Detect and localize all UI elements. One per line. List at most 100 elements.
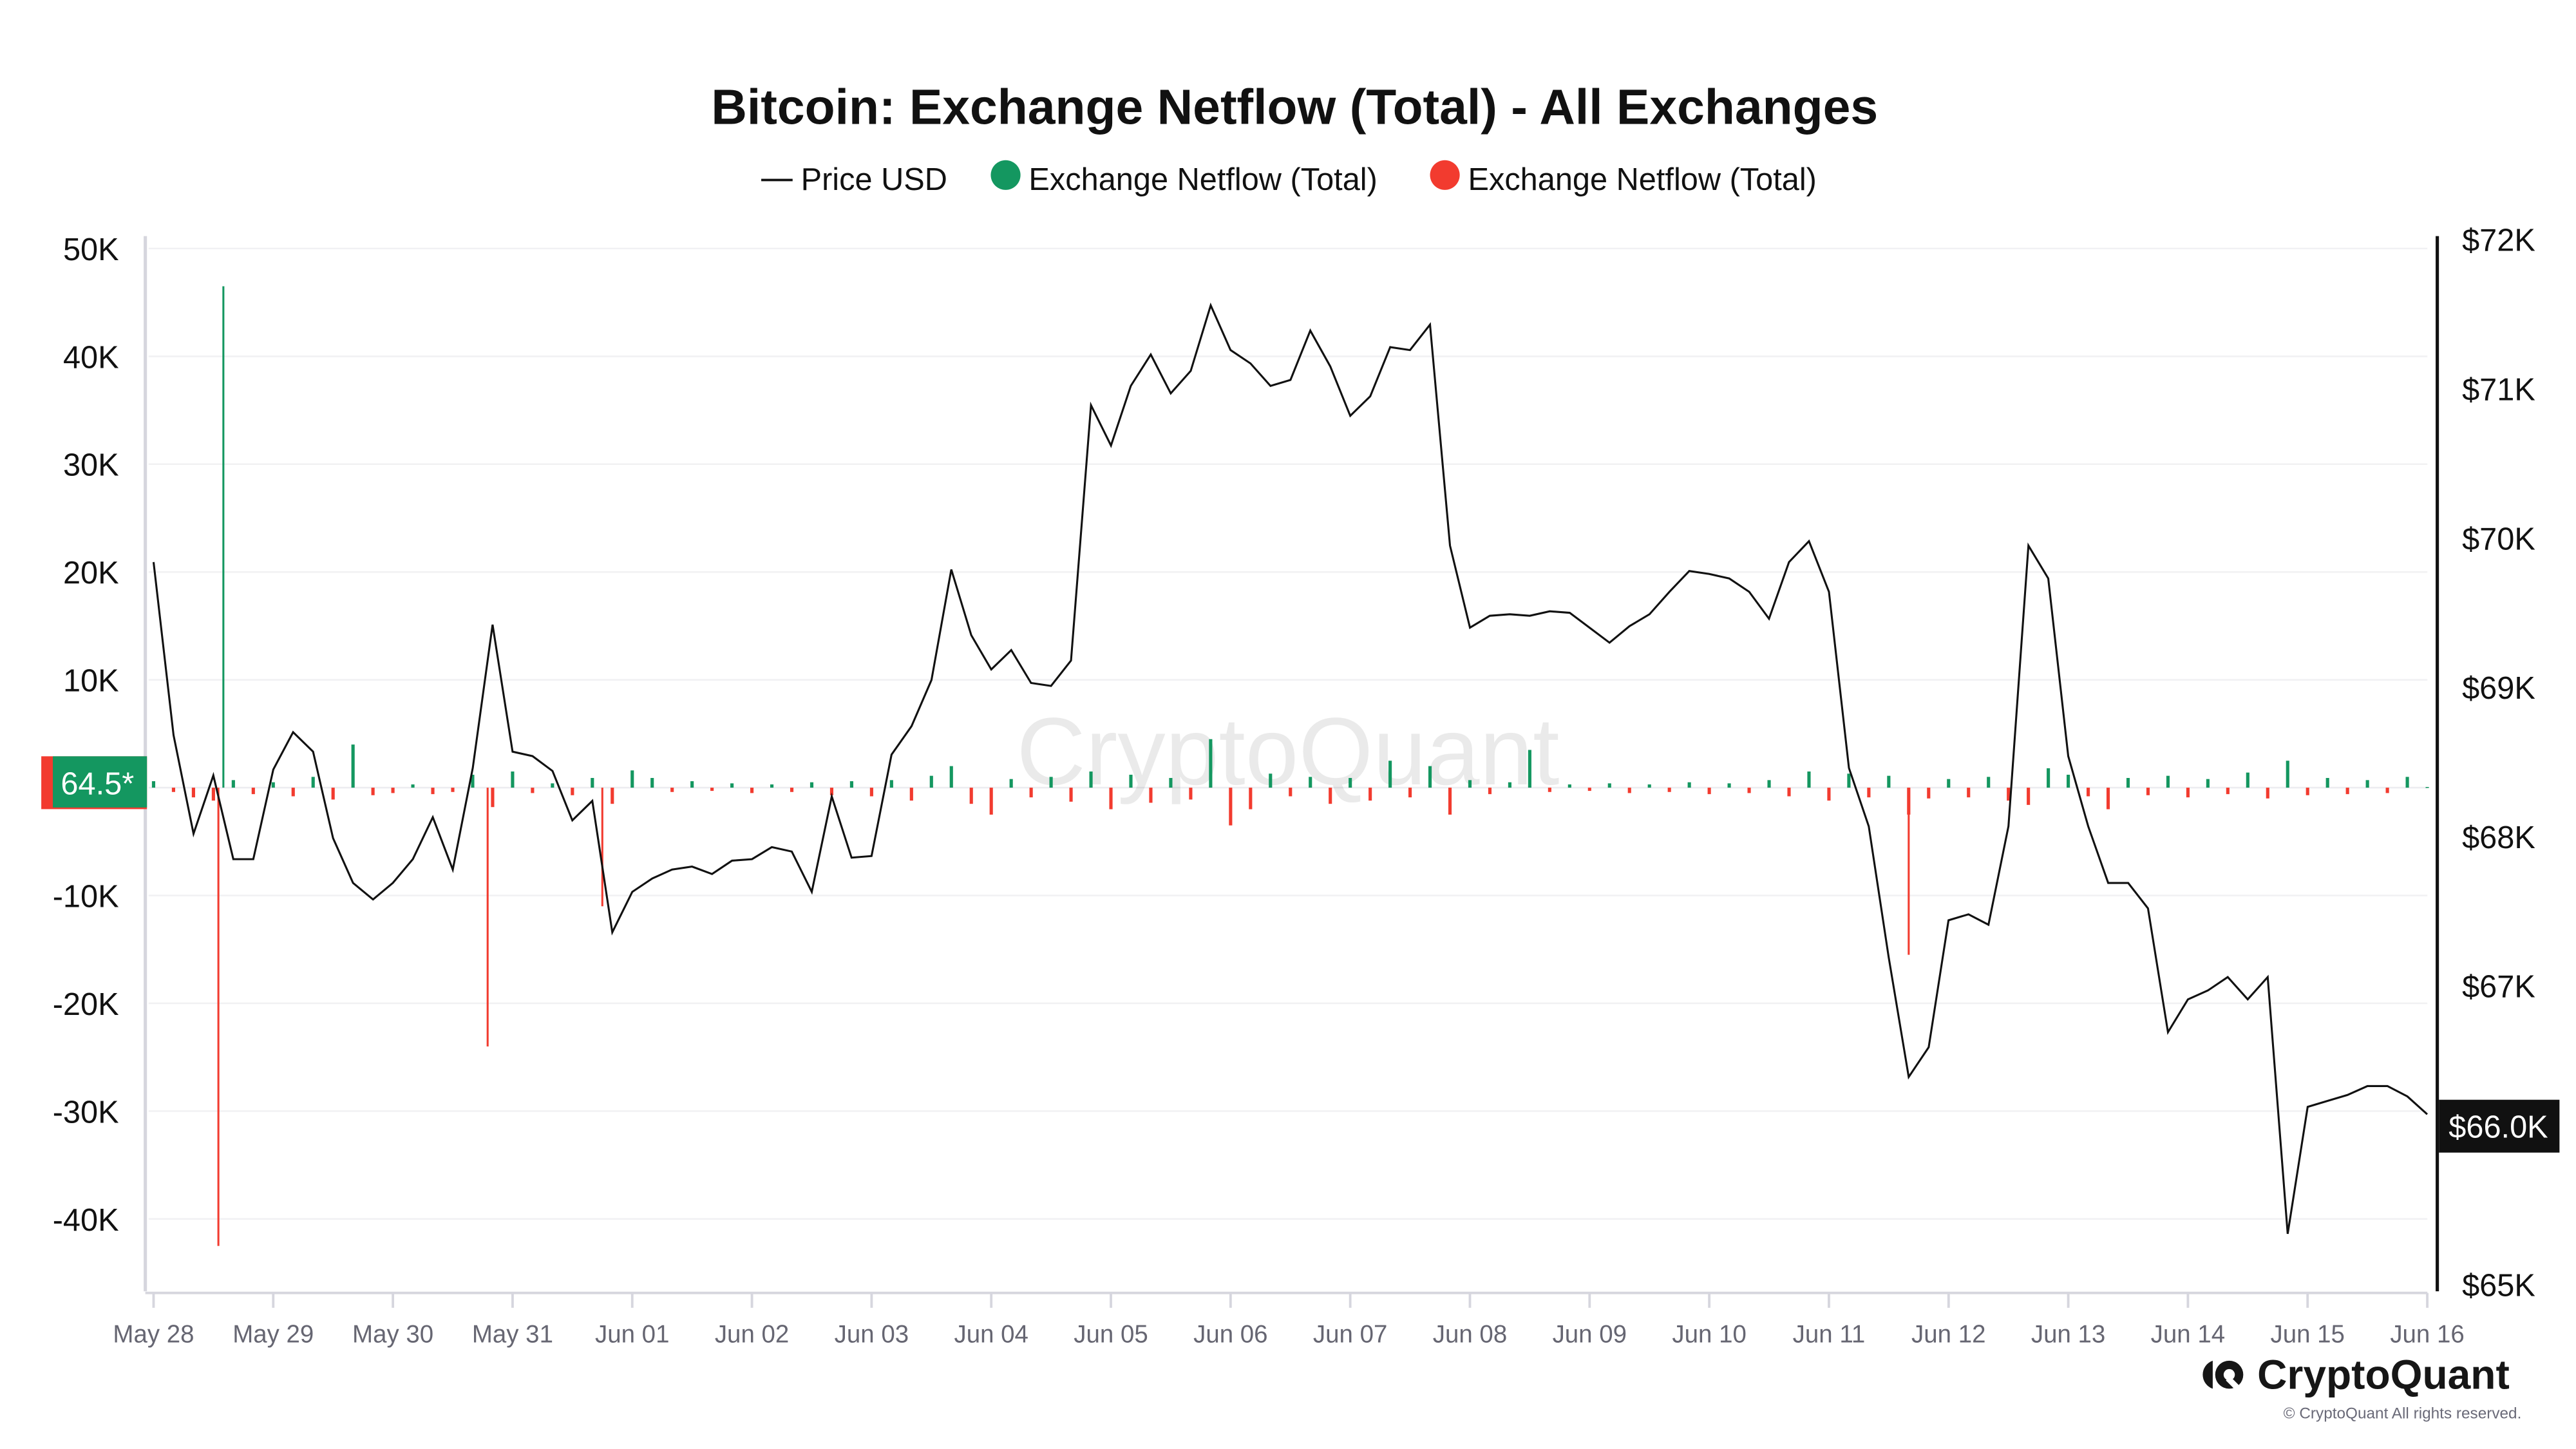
netflow-bar-positive — [949, 766, 953, 788]
cryptoquant-logo-icon — [2202, 1360, 2244, 1389]
netflow-bar-positive — [351, 744, 355, 788]
netflow-bar-negative — [217, 788, 220, 1246]
x-tick-label: Jun 03 — [835, 1321, 909, 1349]
left-axis-ticks: 50K 40K 30K 20K 10K -10K -20K -30K -40K — [53, 232, 119, 1238]
netflow-bar-negative — [431, 788, 435, 795]
legend-dot-icon — [990, 160, 1021, 190]
netflow-bar-negative — [391, 788, 395, 793]
netflow-bar-negative — [211, 788, 215, 801]
netflow-bar-negative — [601, 788, 603, 907]
x-tick-label: Jun 02 — [715, 1321, 789, 1349]
netflow-bar-positive — [2126, 778, 2130, 788]
current-netflow-value: 64.5* — [61, 766, 134, 801]
netflow-bar-positive — [1428, 766, 1432, 788]
netflow-bar-negative — [531, 788, 535, 793]
legend-item-netflow-positive[interactable]: Exchange Netflow (Total) — [990, 160, 1378, 197]
legend-item-netflow-negative[interactable]: Exchange Netflow (Total) — [1430, 160, 1817, 197]
netflow-bar-negative — [291, 788, 295, 797]
left-tick-label: 30K — [63, 448, 119, 483]
x-tick-label: Jun 09 — [1553, 1321, 1627, 1349]
netflow-bar-positive — [690, 781, 694, 788]
netflow-bars — [151, 286, 2429, 1246]
copyright: © CryptoQuant All rights reserved. — [2284, 1405, 2522, 1423]
netflow-bar-negative — [2027, 788, 2031, 805]
gridlines — [148, 247, 2428, 1220]
netflow-bar-positive — [1767, 780, 1771, 788]
netflow-bar-negative — [251, 788, 255, 795]
left-tick-label: -20K — [53, 987, 119, 1022]
netflow-bar-negative — [451, 788, 455, 792]
netflow-bar-negative — [1109, 788, 1113, 810]
x-tick-label: Jun 14 — [2151, 1321, 2225, 1349]
x-tick-label: Jun 05 — [1074, 1321, 1148, 1349]
right-tick-label: $71K — [2462, 373, 2535, 408]
brand: CryptoQuant © CryptoQuant All rights res… — [2202, 1351, 2522, 1423]
left-tick-label: 50K — [63, 232, 119, 267]
netflow-bar-positive — [551, 783, 554, 788]
x-tick-label: May 29 — [232, 1321, 314, 1349]
netflow-bar-positive — [770, 784, 774, 788]
netflow-bar-negative — [1587, 788, 1591, 791]
netflow-bar-negative — [829, 788, 834, 795]
netflow-bar-negative — [1927, 788, 1931, 799]
netflow-bar-negative — [1289, 788, 1293, 797]
netflow-bar-negative — [1827, 788, 1831, 801]
left-tick-label: 40K — [63, 340, 119, 375]
netflow-bar-negative — [909, 788, 913, 801]
netflow-bar-negative — [1747, 788, 1751, 793]
price-line — [152, 302, 2429, 1235]
left-tick-label: -30K — [53, 1095, 119, 1130]
netflow-bar-positive — [1947, 779, 1951, 788]
x-tick-label: Jun 08 — [1433, 1321, 1507, 1349]
netflow-bar-negative — [1149, 788, 1153, 803]
legend-label: Price USD — [801, 162, 947, 197]
netflow-bar-positive — [222, 286, 225, 788]
x-axis-ticks: May 28 May 29 May 30 May 31 Jun 01 Jun 02 Jun … — [113, 1293, 2465, 1349]
netflow-bar-negative — [1667, 788, 1671, 792]
netflow-bar-positive — [1528, 750, 1531, 788]
netflow-bar-negative — [191, 788, 195, 798]
netflow-bar-negative — [1368, 788, 1372, 801]
netflow-bar-negative — [1548, 788, 1551, 792]
left-tick-label: 10K — [63, 664, 119, 699]
left-tick-label: 20K — [63, 556, 119, 591]
netflow-bar-negative — [1787, 788, 1791, 797]
netflow-bar-negative — [1967, 788, 1971, 798]
netflow-bar-negative — [1329, 788, 1332, 804]
netflow-bar-positive — [2166, 775, 2170, 788]
x-tick-label: May 31 — [472, 1321, 553, 1349]
netflow-bar-positive — [1468, 780, 1472, 788]
x-tick-label: Jun 07 — [1313, 1321, 1387, 1349]
legend-item-price[interactable]: Price USD — [761, 162, 947, 197]
netflow-bar-positive — [1607, 783, 1611, 788]
netflow-bar-positive — [1209, 739, 1213, 788]
netflow-bar-positive — [311, 777, 315, 788]
netflow-bar-negative — [171, 788, 175, 792]
right-tick-label: $69K — [2462, 671, 2535, 706]
netflow-bar-negative — [2106, 788, 2110, 810]
netflow-bar-positive — [1169, 778, 1173, 788]
netflow-bar-negative — [491, 788, 495, 808]
netflow-bar-positive — [849, 781, 853, 788]
right-tick-label: $70K — [2462, 522, 2535, 556]
netflow-bar-positive — [271, 782, 275, 788]
netflow-bar-negative — [371, 788, 375, 795]
netflow-bar-positive — [1727, 783, 1731, 788]
netflow-bar-positive — [650, 778, 654, 788]
x-tick-label: Jun 16 — [2390, 1321, 2464, 1349]
netflow-bar-positive — [730, 783, 734, 788]
current-price-label: $66.0K — [2439, 1099, 2560, 1153]
netflow-bar-negative — [2146, 788, 2150, 795]
netflow-bar-negative — [611, 788, 614, 804]
x-tick-label: May 28 — [113, 1321, 194, 1349]
x-tick-label: Jun 10 — [1672, 1321, 1746, 1349]
netflow-bar-positive — [511, 771, 515, 788]
netflow-bar-negative — [2266, 788, 2269, 799]
netflow-bar-negative — [1448, 788, 1452, 815]
netflow-bar-positive — [630, 770, 634, 788]
chart-title: Bitcoin: Exchange Netflow (Total) - All … — [711, 79, 1878, 135]
netflow-bar-negative — [1029, 788, 1033, 798]
netflow-bar-positive — [2246, 772, 2249, 788]
netflow-bar-positive — [2067, 774, 2070, 788]
